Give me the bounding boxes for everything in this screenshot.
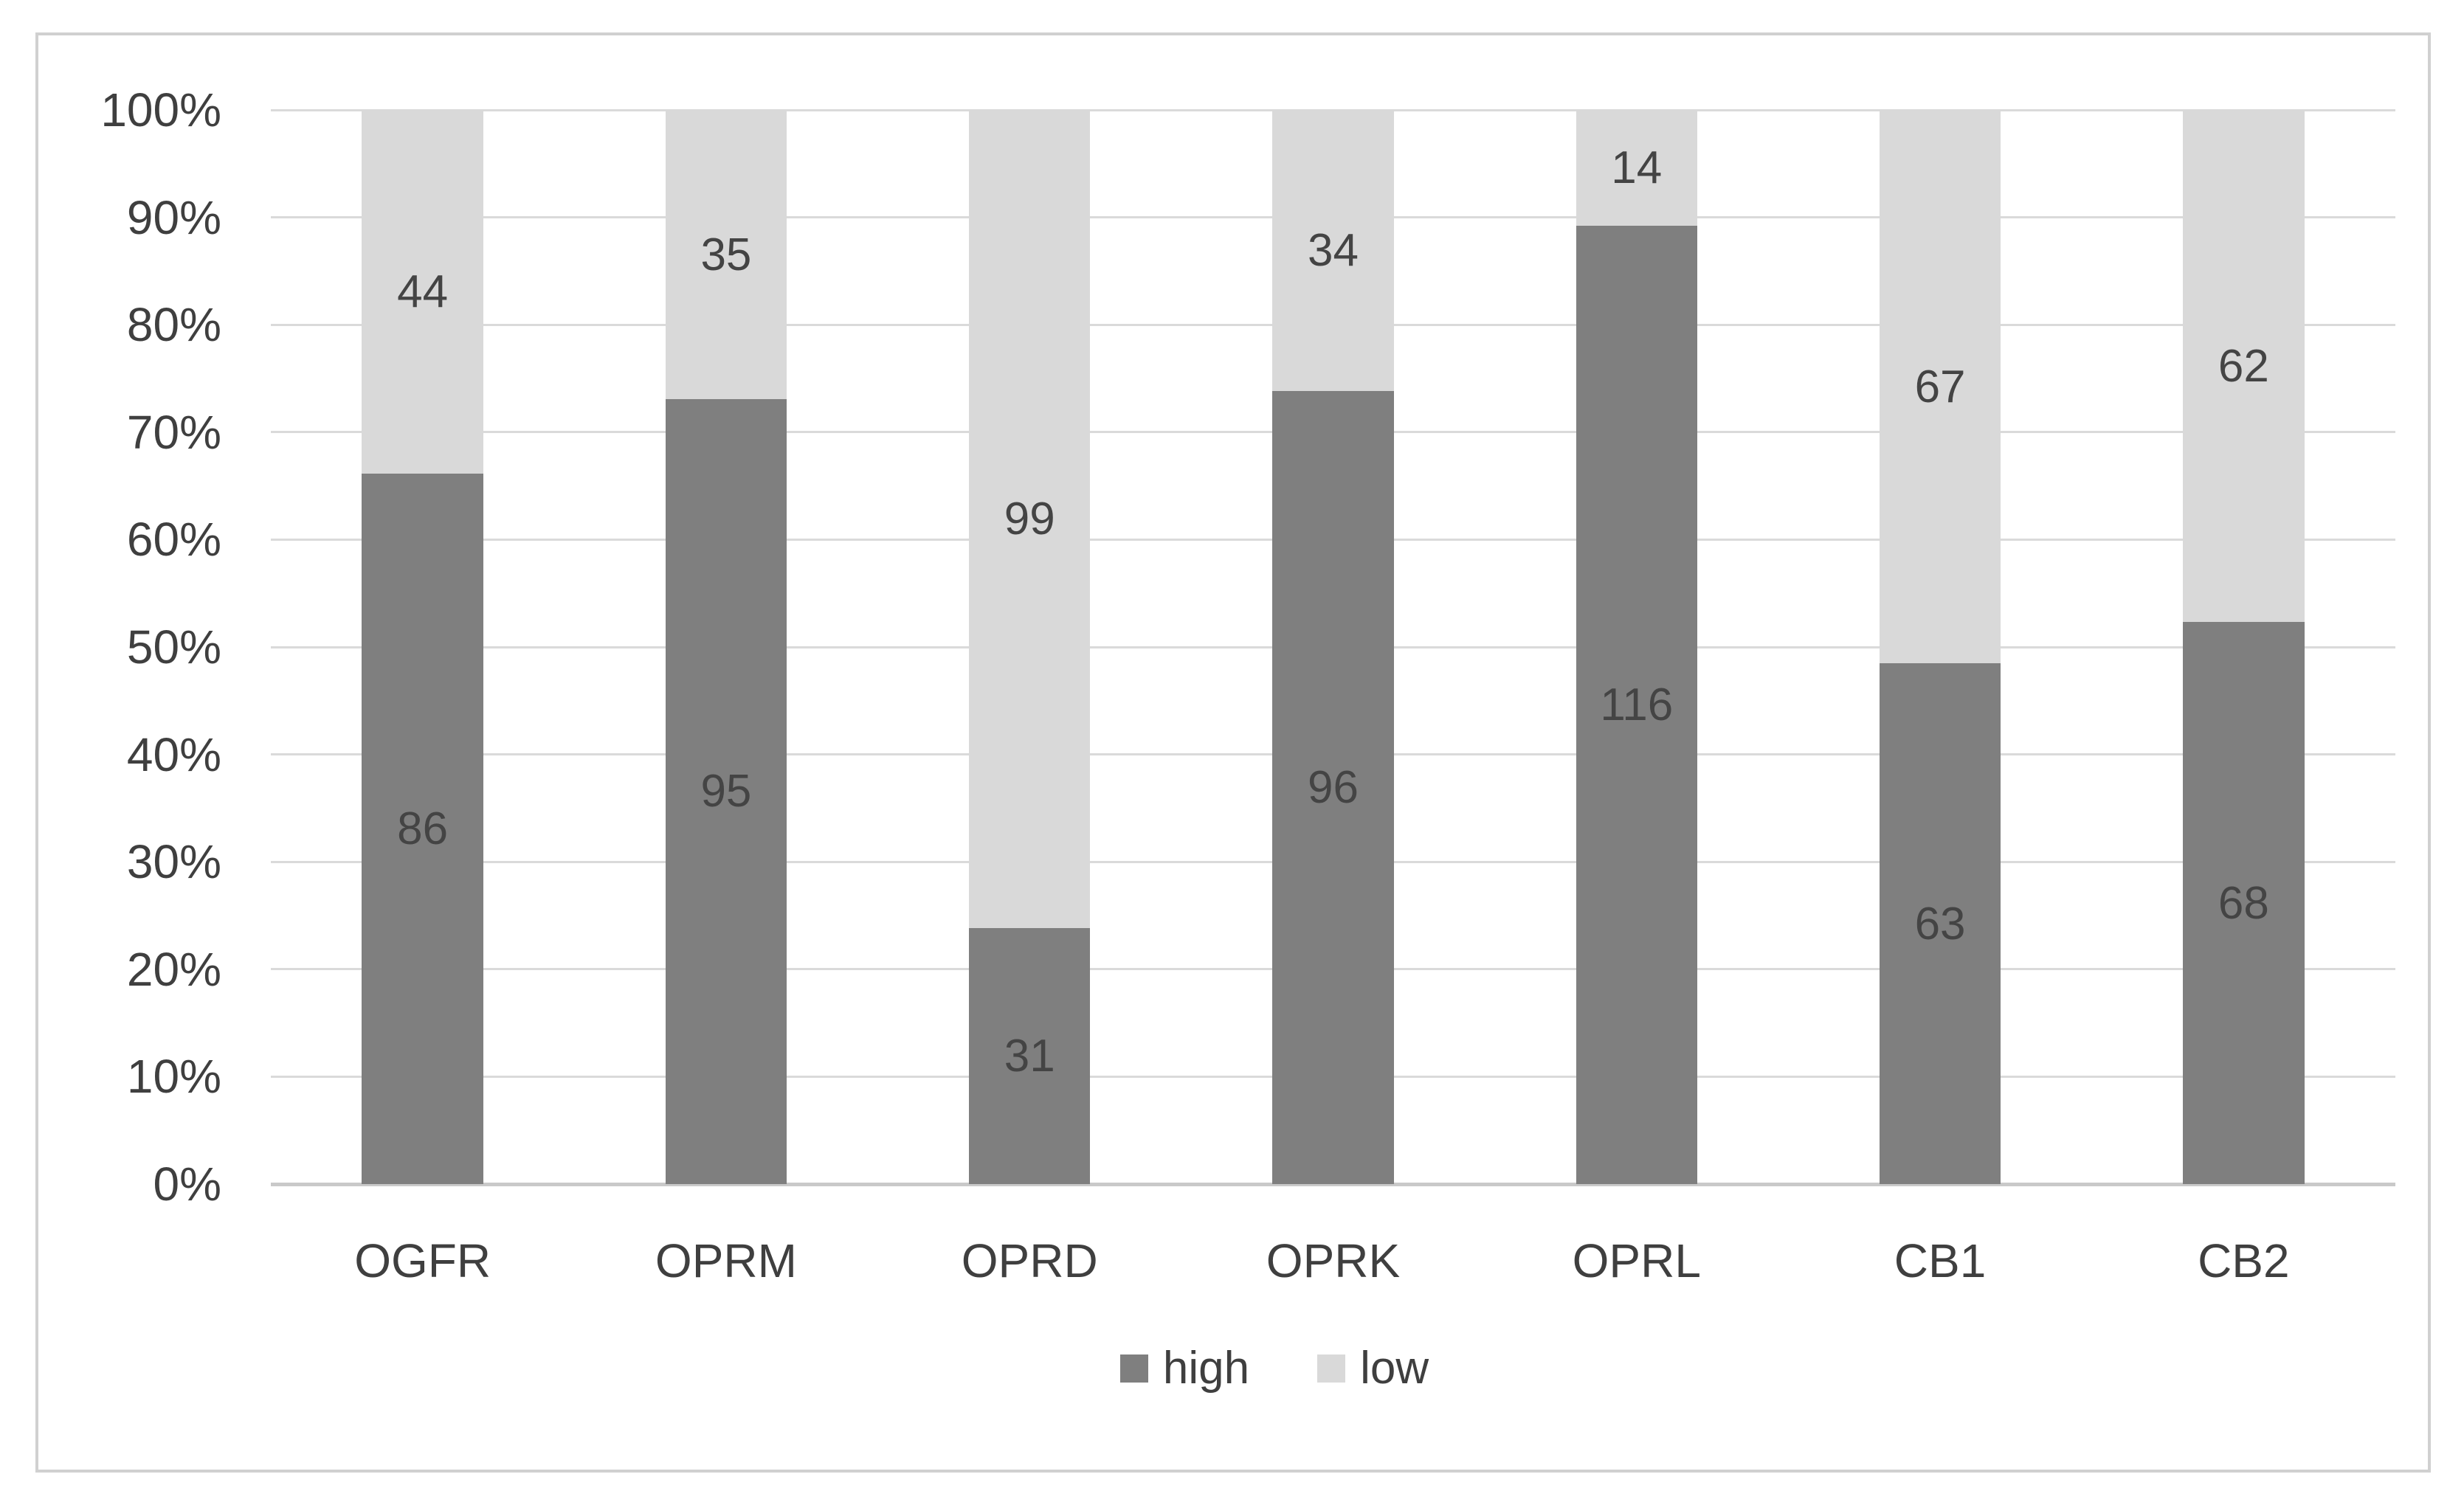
data-label-high-cb2: 68 [2218,877,2269,929]
y-tick-label-70: 70% [126,405,221,459]
stacked-bar-oprk: 34 96 [1272,110,1394,1184]
segment-high-oprk: 96 [1272,390,1394,1184]
legend-item-low: low [1317,1343,1429,1394]
x-category-label-ogfr: OGFR [354,1234,491,1287]
y-tick-label-90: 90% [126,190,221,244]
legend-label-high: high [1162,1343,1250,1394]
data-label-high-oprl: 116 [1600,679,1674,730]
data-label-high-oprm: 95 [700,766,752,817]
x-axis-line [271,1183,2395,1186]
segment-high-oprl: 116 [1576,225,1698,1184]
data-label-low-oprm: 35 [700,229,752,280]
stacked-bar-ogfr: 44 86 [362,110,483,1184]
y-tick-label-50: 50% [126,620,221,674]
x-category-label-cb1: CB1 [1894,1234,1987,1287]
bar-slot-cb1: 67 63 [1788,110,2091,1184]
stacked-bar-oprm: 35 95 [665,110,787,1184]
bar-slot-oprd: 99 31 [878,110,1181,1184]
data-label-high-oprd: 31 [1004,1030,1055,1082]
legend-label-low: low [1360,1343,1429,1394]
segment-low-cb2: 62 [2183,110,2305,623]
data-label-high-oprk: 96 [1308,761,1359,813]
segment-high-ogfr: 86 [362,473,483,1184]
bar-slot-ogfr: 44 86 [271,110,574,1184]
legend-swatch-icon [1317,1354,1346,1383]
segment-low-ogfr: 44 [362,110,483,474]
y-tick-label-60: 60% [126,513,221,567]
data-label-low-oprd: 99 [1004,493,1055,544]
stacked-bar-oprl: 14 116 [1576,110,1698,1184]
data-label-high-ogfr: 86 [397,803,449,854]
legend: high low [0,1332,2464,1405]
x-axis-labels: OGFR OPRM OPRD OPRK OPRL CB1 CB2 [271,1228,2395,1294]
segment-high-oprm: 95 [665,399,787,1184]
data-label-low-cb1: 67 [1914,361,1966,412]
segment-low-oprm: 35 [665,110,787,399]
segment-high-cb2: 68 [2183,622,2305,1184]
segment-high-oprd: 31 [968,927,1091,1184]
legend-item-high: high [1119,1343,1250,1394]
data-label-low-ogfr: 44 [397,266,449,317]
stacked-bar-cb2: 62 68 [2183,110,2305,1184]
bar-slot-cb2: 62 68 [2092,110,2395,1184]
y-tick-label-40: 40% [126,727,221,781]
x-category-label-oprl: OPRL [1572,1234,1701,1287]
stacked-bar-oprd: 99 31 [968,110,1091,1184]
y-tick-label-30: 30% [126,835,221,889]
x-category-label-oprd: OPRD [961,1234,1098,1287]
y-tick-label-80: 80% [126,298,221,352]
segment-low-oprd: 99 [968,110,1091,928]
y-tick-label-0: 0% [153,1158,222,1211]
y-tick-label-20: 20% [126,942,221,996]
y-tick-label-100: 100% [100,83,221,136]
stacked-bar-cb1: 67 63 [1879,110,2001,1184]
bar-slot-oprm: 35 95 [574,110,877,1184]
data-label-low-oprk: 34 [1308,224,1359,276]
x-category-label-oprm: OPRM [655,1234,797,1287]
segment-low-oprk: 34 [1272,110,1394,391]
x-category-label-cb2: CB2 [2198,1234,2290,1287]
segment-high-cb1: 63 [1879,663,2001,1184]
bar-slot-oprk: 34 96 [1181,110,1485,1184]
data-label-low-cb2: 62 [2218,340,2269,392]
y-tick-label-10: 10% [126,1050,221,1104]
plot-area: 44 86 35 95 99 31 34 96 14 116 67 63 62 68 [271,110,2395,1184]
bar-slot-oprl: 14 116 [1485,110,1788,1184]
segment-low-oprl: 14 [1576,110,1698,226]
data-label-low-oprl: 14 [1611,142,1663,193]
data-label-high-cb1: 63 [1914,898,1966,949]
x-category-label-oprk: OPRK [1266,1234,1401,1287]
segment-low-cb1: 67 [1879,110,2001,664]
legend-swatch-icon [1119,1354,1148,1383]
